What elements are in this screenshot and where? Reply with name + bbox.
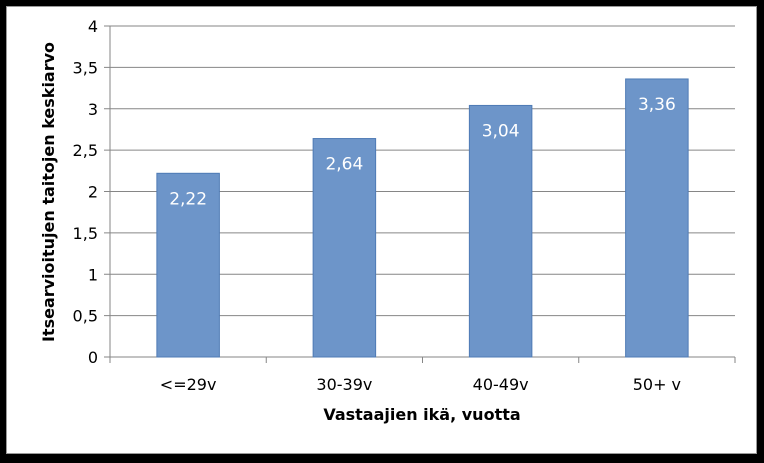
data-label: 2,64 — [325, 155, 363, 175]
data-labels: 2,22 2,64 3,04 3,36 — [169, 95, 676, 209]
data-label: 2,22 — [169, 189, 207, 209]
x-tick-label: <=29v — [160, 375, 217, 394]
y-tick-labels: 0 0,5 1 1,5 2 2,5 3 3,5 4 — [73, 17, 98, 367]
y-tick-label: 4 — [88, 17, 98, 36]
x-tick-label: 50+ v — [633, 375, 681, 394]
x-tick-labels: <=29v 30-39v 40-49v 50+ v — [160, 375, 681, 394]
y-tick-label: 2,5 — [73, 141, 98, 160]
y-tick-label: 0,5 — [73, 307, 98, 326]
bar — [468, 104, 533, 358]
x-tick-label: 40-49v — [473, 375, 529, 394]
y-tick-label: 1,5 — [73, 224, 98, 243]
x-tick-label: 30-39v — [316, 375, 372, 394]
bar — [156, 172, 220, 358]
x-axis-title: Vastaajien ikä, vuotta — [323, 405, 520, 424]
y-tick-label: 3,5 — [73, 58, 98, 77]
y-axis-title: Itsearvioitujen taitojen keskiarvo — [39, 42, 58, 342]
data-label: 3,36 — [638, 95, 676, 115]
data-label: 3,04 — [482, 121, 520, 141]
y-tick-label: 1 — [88, 265, 98, 284]
bar — [625, 78, 689, 358]
y-tick-label: 3 — [88, 100, 98, 119]
y-tick-label: 0 — [88, 348, 98, 367]
y-tick-label: 2 — [88, 183, 98, 202]
bars — [156, 78, 689, 358]
bar — [312, 138, 377, 358]
